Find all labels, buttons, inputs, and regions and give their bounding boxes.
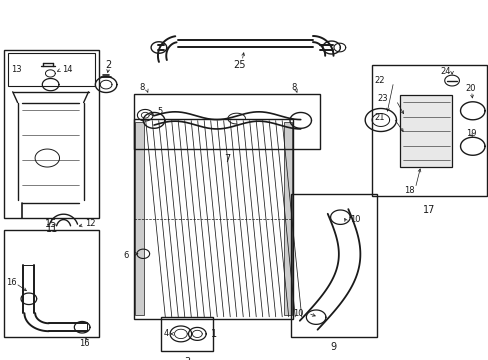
Polygon shape [143, 112, 164, 128]
Polygon shape [21, 293, 37, 305]
Text: 16: 16 [6, 278, 17, 287]
Bar [371, 65, 486, 196]
Text: 2: 2 [105, 60, 111, 70]
Polygon shape [444, 75, 459, 86]
Polygon shape [170, 326, 191, 342]
Text: 16: 16 [79, 339, 90, 348]
Text: 8: 8 [290, 83, 296, 91]
Bar [134, 94, 320, 149]
Text: 5: 5 [157, 107, 163, 116]
Text: 21: 21 [373, 113, 384, 122]
Text: 7: 7 [224, 154, 230, 165]
Text: 25: 25 [233, 60, 245, 70]
Polygon shape [100, 80, 112, 89]
Polygon shape [365, 108, 396, 131]
Polygon shape [192, 330, 202, 337]
Polygon shape [74, 321, 90, 333]
Polygon shape [371, 113, 389, 126]
Text: 17: 17 [422, 205, 434, 215]
Bar [8, 53, 95, 86]
Text: 15: 15 [45, 219, 58, 229]
Bar [283, 122, 292, 315]
Polygon shape [174, 329, 187, 338]
Bar [4, 50, 99, 218]
Bar [135, 122, 144, 315]
Polygon shape [460, 137, 484, 155]
Text: 19: 19 [465, 129, 475, 138]
Polygon shape [322, 41, 340, 54]
Text: 11: 11 [45, 224, 58, 234]
Polygon shape [141, 112, 149, 118]
Polygon shape [289, 112, 311, 128]
Text: 12: 12 [85, 219, 96, 228]
Text: 9: 9 [330, 342, 336, 352]
Polygon shape [333, 43, 345, 52]
Polygon shape [35, 149, 60, 167]
Text: 10: 10 [293, 309, 303, 318]
Text: 3: 3 [183, 357, 190, 360]
Text: 20: 20 [465, 84, 475, 93]
Polygon shape [95, 77, 117, 93]
Text: 8: 8 [139, 83, 144, 91]
Polygon shape [330, 210, 349, 224]
Text: 4: 4 [163, 329, 168, 338]
Polygon shape [188, 328, 206, 340]
Bar [4, 230, 99, 337]
Polygon shape [137, 249, 149, 258]
Polygon shape [306, 310, 325, 324]
Polygon shape [460, 102, 484, 120]
Text: 13: 13 [11, 65, 22, 74]
Bar [161, 317, 212, 351]
Polygon shape [137, 109, 153, 121]
Text: 22: 22 [373, 76, 384, 85]
Bar [400, 95, 451, 167]
Text: 18: 18 [403, 186, 414, 195]
Polygon shape [45, 70, 55, 77]
Text: 24: 24 [440, 67, 450, 76]
Polygon shape [42, 78, 59, 91]
Text: 14: 14 [62, 65, 73, 74]
Polygon shape [151, 42, 166, 53]
Text: 10: 10 [349, 216, 359, 225]
Text: 1: 1 [210, 329, 217, 339]
Bar [134, 119, 293, 319]
Text: 23: 23 [377, 94, 387, 103]
Text: 6: 6 [123, 251, 129, 260]
Bar [290, 194, 376, 337]
